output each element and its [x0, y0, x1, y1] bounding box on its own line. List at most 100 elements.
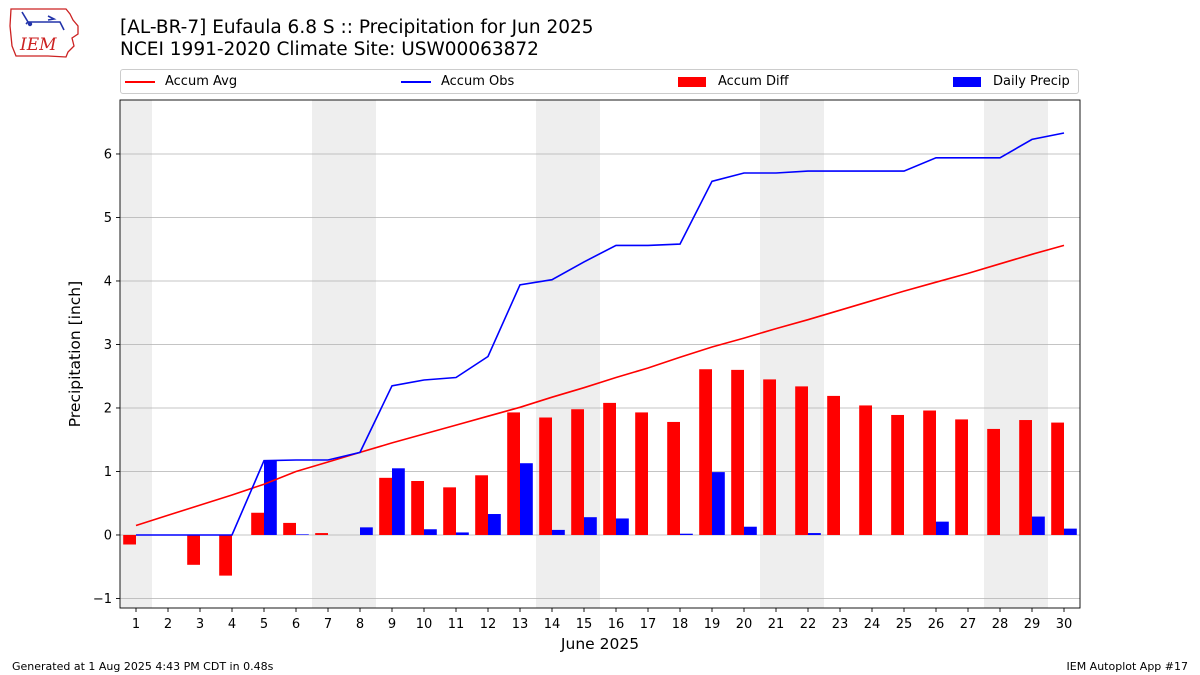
legend-label-accum-obs: Accum Obs	[441, 74, 515, 89]
xtick-label-18: 18	[672, 617, 689, 632]
diff-bar-day-20	[731, 369, 744, 535]
daily-bar-day-30	[1064, 528, 1077, 535]
xtick-label-5: 5	[260, 617, 268, 632]
ytick-label-2: 2	[104, 401, 112, 416]
xtick-label-3: 3	[196, 617, 204, 632]
ytick-label-1: 1	[104, 465, 112, 480]
xtick-label-22: 22	[800, 617, 817, 632]
y-axis-label: Precipitation [inch]	[66, 281, 84, 427]
legend-swatch-daily-precip	[953, 77, 981, 87]
xtick-label-30: 30	[1056, 617, 1073, 632]
diff-bar-day-4	[219, 534, 232, 576]
weather-vane-icon	[21, 11, 65, 31]
legend: Accum Avg Accum Obs Accum Diff Daily Pre…	[120, 69, 1079, 94]
xtick-label-12: 12	[480, 617, 497, 632]
diff-bar-day-9	[379, 477, 392, 535]
daily-bar-day-15	[584, 517, 597, 535]
xtick-label-24: 24	[864, 617, 881, 632]
ytick-label-0: 0	[104, 528, 112, 543]
weekend-shade-0	[120, 100, 152, 608]
diff-bar-day-14	[539, 417, 552, 535]
daily-bar-day-11	[456, 532, 469, 535]
diff-bar-day-21	[763, 379, 776, 535]
ytick-label--1: −1	[93, 592, 112, 607]
ytick-label-4: 4	[104, 274, 112, 289]
daily-bar-day-19	[712, 472, 725, 535]
daily-bar-day-13	[520, 463, 533, 535]
daily-bar-day-10	[424, 529, 437, 535]
xtick-label-2: 2	[164, 617, 172, 632]
legend-swatch-accum-obs	[401, 81, 431, 83]
legend-label-accum-avg: Accum Avg	[165, 74, 238, 89]
legend-swatch-accum-avg	[125, 81, 155, 83]
diff-bar-day-30	[1051, 422, 1064, 535]
xtick-label-10: 10	[416, 617, 433, 632]
iowa-outline-icon	[9, 8, 79, 58]
daily-bar-day-16	[616, 518, 629, 535]
xtick-label-6: 6	[292, 617, 300, 632]
daily-bar-day-14	[552, 529, 565, 535]
ytick-label-6: 6	[104, 147, 112, 162]
daily-bar-day-8	[360, 527, 373, 535]
iem-logo: IEM	[9, 8, 79, 58]
daily-bar-day-26	[936, 521, 949, 535]
accum-obs-line	[136, 132, 1065, 536]
ytick-label-3: 3	[104, 338, 112, 353]
chart-subtitle: NCEI 1991-2020 Climate Site: USW00063872	[120, 39, 539, 60]
plot-frame	[119, 99, 1081, 609]
diff-bar-day-16	[603, 402, 616, 535]
accum-avg-line	[135, 244, 1065, 527]
xtick-label-17: 17	[640, 617, 657, 632]
xtick-label-27: 27	[960, 617, 977, 632]
xtick-label-4: 4	[228, 617, 236, 632]
logo-text: IEM	[19, 35, 57, 55]
diff-bar-day-7	[315, 533, 328, 535]
daily-bar-day-29	[1032, 516, 1045, 535]
xtick-label-13: 13	[512, 617, 529, 632]
diff-bar-day-25	[891, 414, 904, 535]
legend-swatch-accum-diff	[678, 77, 706, 87]
xtick-label-19: 19	[704, 617, 721, 632]
daily-bar-day-9	[392, 468, 405, 535]
xtick-label-16: 16	[608, 617, 625, 632]
xtick-label-26: 26	[928, 617, 945, 632]
ytick-label-5: 5	[104, 211, 112, 226]
xtick-label-15: 15	[576, 617, 593, 632]
diff-bar-day-13	[507, 412, 520, 535]
xtick-label-28: 28	[992, 617, 1009, 632]
diff-bar-day-26	[923, 410, 936, 535]
legend-label-accum-diff: Accum Diff	[718, 74, 789, 89]
diff-bar-day-19	[699, 369, 712, 535]
xtick-label-9: 9	[388, 617, 396, 632]
xtick-label-25: 25	[896, 617, 913, 632]
xtick-label-21: 21	[768, 617, 785, 632]
xtick-label-11: 11	[448, 617, 465, 632]
x-axis-label: June 2025	[560, 635, 639, 653]
diff-bar-day-24	[859, 405, 872, 535]
diff-bar-day-29	[1019, 420, 1032, 535]
generated-timestamp: Generated at 1 Aug 2025 4:43 PM CDT in 0…	[12, 660, 274, 673]
daily-bar-day-5	[264, 460, 277, 535]
daily-bar-day-18	[680, 533, 693, 535]
daily-bar-day-6	[296, 534, 309, 535]
diff-bar-day-23	[827, 395, 840, 535]
weekend-shade-1	[312, 100, 376, 608]
diff-bar-day-5	[251, 512, 264, 535]
diff-bar-day-10	[411, 481, 424, 535]
xtick-label-14: 14	[544, 617, 561, 632]
diff-bar-day-18	[667, 421, 680, 535]
diff-bar-day-17	[635, 412, 648, 535]
xtick-label-29: 29	[1024, 617, 1041, 632]
daily-bar-day-22	[808, 533, 821, 535]
legend-label-daily-precip: Daily Precip	[993, 74, 1070, 89]
diff-bar-day-1	[123, 534, 136, 545]
xtick-label-23: 23	[832, 617, 849, 632]
xtick-label-8: 8	[356, 617, 364, 632]
diff-bar-day-28	[987, 428, 1000, 535]
xtick-label-1: 1	[132, 617, 140, 632]
diff-bar-day-11	[443, 487, 456, 535]
autoplot-app-label: IEM Autoplot App #17	[1066, 660, 1189, 673]
diff-bar-day-27	[955, 419, 968, 535]
xtick-label-20: 20	[736, 617, 753, 632]
